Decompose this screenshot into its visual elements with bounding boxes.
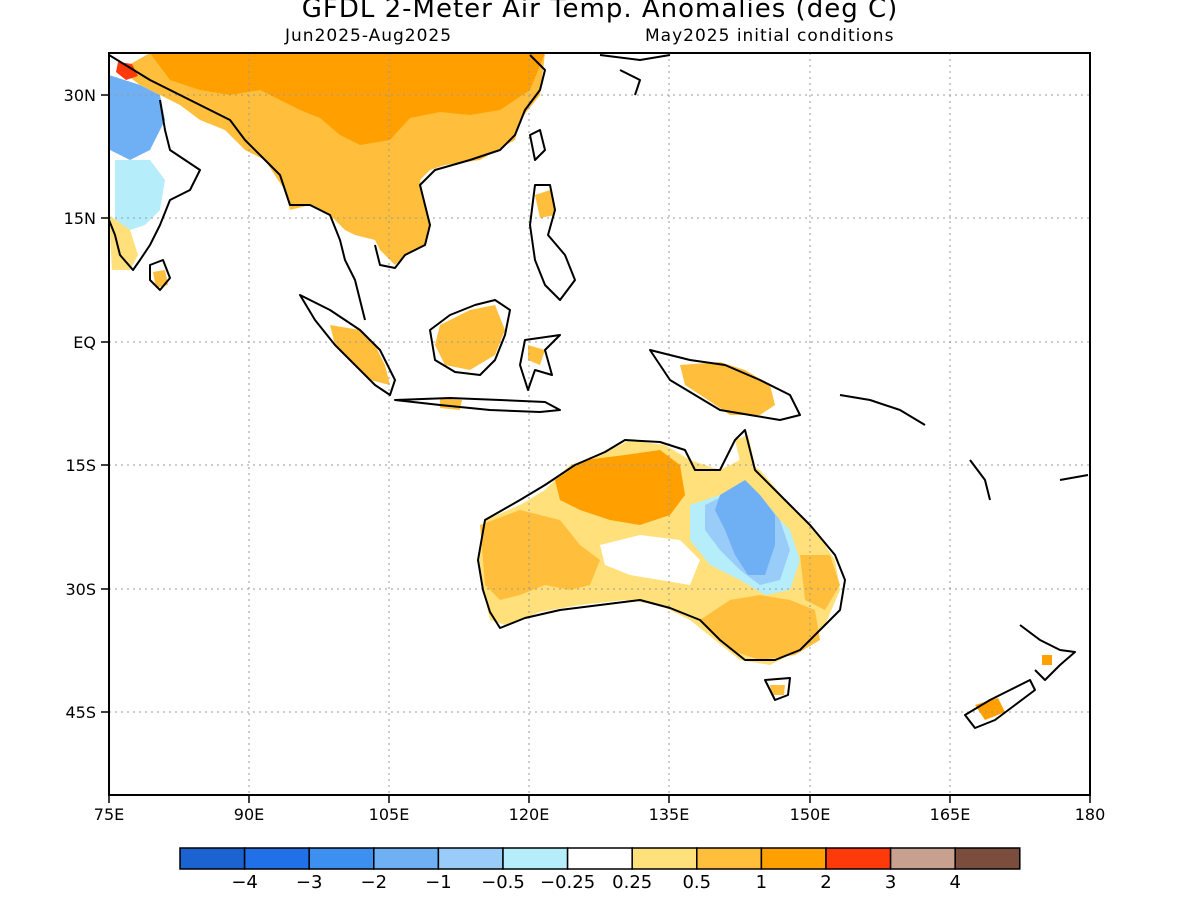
colorbar-swatch	[437, 847, 504, 870]
anomaly-cape-york	[735, 435, 755, 470]
anomaly-new-zealand-north	[1042, 655, 1052, 665]
lon-tick-label: 150E	[790, 805, 831, 824]
colorbar-swatch	[243, 847, 310, 870]
lat-tick-label: 45S	[65, 703, 96, 722]
colorbar-swatch	[566, 847, 633, 870]
anomaly-tasmania	[770, 685, 785, 695]
anomaly-borneo	[435, 305, 505, 370]
lat-tick-label: EQ	[73, 333, 96, 352]
colorbar-label: 2	[820, 872, 831, 893]
coast-australia	[477, 429, 846, 661]
colorbar-swatch	[760, 847, 827, 870]
coast-srilanka	[149, 259, 171, 291]
tick-marks	[101, 94, 1091, 803]
coast-india	[109, 99, 201, 271]
coast-new-zealand-north	[1019, 624, 1076, 681]
coast-asia	[109, 54, 546, 321]
colorbar-label: −1	[425, 872, 452, 893]
forecast-period: Jun2025-Aug2025	[285, 26, 453, 46]
initial-conditions: May2025 initial conditions	[645, 26, 895, 46]
anomaly-sumatra	[330, 325, 390, 385]
coastlines	[109, 54, 1089, 729]
colorbar-label: −0.5	[481, 872, 525, 893]
coast-japan	[599, 54, 671, 96]
colorbar-swatch	[373, 847, 440, 870]
anomaly-queensland-cool-core	[715, 480, 775, 575]
lat-tick-label: 30N	[64, 86, 96, 105]
anomaly-australia-center-white	[600, 535, 700, 585]
lat-tick-label: 15S	[65, 456, 96, 475]
colorbar-swatch	[825, 847, 892, 870]
coast-solomons	[839, 394, 926, 426]
colorbar-label: −2	[361, 872, 388, 893]
colorbar-swatch	[502, 847, 569, 870]
lon-tick-label: 135E	[649, 805, 690, 824]
lat-tick-label: 15N	[64, 209, 96, 228]
anomaly-india-cool-light	[115, 160, 165, 230]
colorbar-swatch	[696, 847, 763, 870]
lon-tick-label: 105E	[369, 805, 410, 824]
colorbar-label: 0.5	[682, 872, 711, 893]
anomaly-australia-nw	[480, 510, 600, 600]
anomaly-new-guinea	[680, 362, 775, 415]
coast-taiwan	[529, 129, 546, 161]
colorbar-swatch	[179, 847, 246, 870]
latitude-labels: 30N 15N EQ 15S 30S 45S	[64, 86, 96, 722]
anomaly-fields	[109, 53, 1052, 720]
colorbar-label: −0.25	[540, 872, 595, 893]
colorbar-swatch	[889, 847, 956, 870]
anomaly-australia-se	[700, 595, 820, 660]
coast-new-guinea	[649, 349, 801, 421]
coast-borneo	[429, 299, 511, 376]
anomaly-java	[440, 398, 462, 410]
lon-tick-label: 165E	[930, 805, 971, 824]
anomaly-india-cool	[109, 75, 165, 160]
anomaly-sulawesi	[528, 345, 545, 365]
longitude-labels: 75E 90E 105E 120E 135E 150E 165E 180	[94, 805, 1106, 824]
colorbar-swatch	[954, 847, 1021, 870]
anomaly-india-south	[109, 215, 138, 270]
colorbar-label: 0.25	[612, 872, 652, 893]
lon-tick-label: 75E	[94, 805, 124, 824]
anomaly-china-strong	[150, 53, 545, 145]
colorbar-label: 4	[949, 872, 960, 893]
colorbar: −4 −3 −2 −1 −0.5 −0.25 0.25 0.5 1 2 3 4	[179, 847, 1021, 893]
colorbar-label: −3	[296, 872, 323, 893]
colorbar-label: 1	[756, 872, 767, 893]
colorbar-label: 3	[885, 872, 896, 893]
graticule	[109, 53, 1090, 795]
coast-philippines	[529, 184, 576, 301]
map-title: GFDL 2-Meter Air Temp. Anomalies (deg C)	[301, 0, 899, 24]
lon-tick-label: 120E	[509, 805, 550, 824]
coast-sulawesi	[519, 334, 561, 391]
lon-tick-label: 180	[1075, 805, 1106, 824]
coast-new-zealand-south	[964, 679, 1036, 729]
coast-java	[394, 397, 561, 413]
lat-tick-label: 30S	[65, 580, 96, 599]
anomaly-australia-north	[555, 450, 685, 525]
plot-frame	[108, 52, 1091, 796]
anomaly-himalaya-hot	[116, 62, 138, 80]
colorbar-label: −4	[231, 872, 258, 893]
lon-tick-label: 90E	[234, 805, 264, 824]
anomaly-philippines	[535, 190, 555, 218]
coast-vanuatu-fiji	[969, 459, 1089, 501]
colorbar-swatch	[308, 847, 375, 870]
coast-tasmania	[764, 677, 791, 701]
colorbar-swatch	[631, 847, 698, 870]
coast-sumatra	[299, 294, 396, 396]
anomaly-australia-east	[800, 555, 840, 610]
